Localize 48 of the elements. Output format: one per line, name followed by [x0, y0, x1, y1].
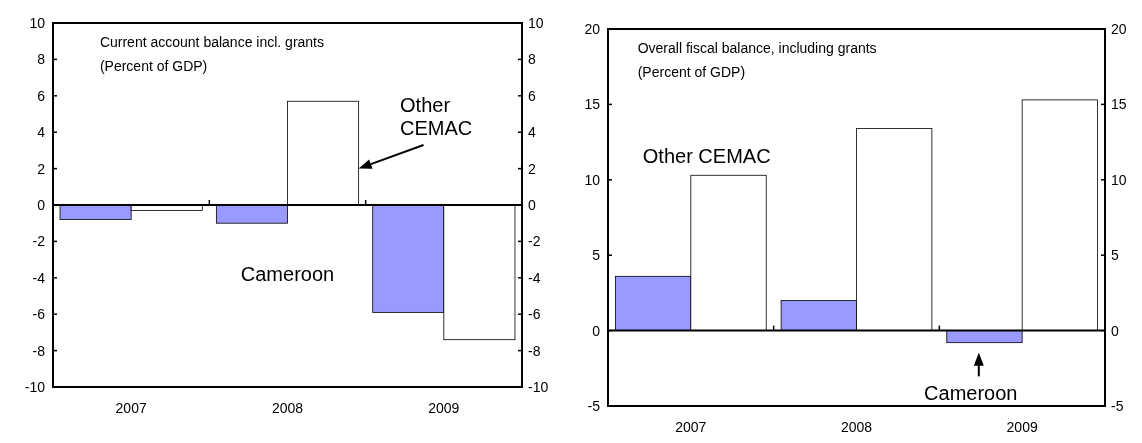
y-tick-label: 5	[592, 247, 601, 264]
y-tick-label: 10	[584, 171, 601, 188]
y2-tick-label: 6	[528, 87, 536, 104]
y-tick-label: 4	[37, 124, 46, 141]
y2-tick-label: -2	[528, 233, 541, 250]
y2-tick-label: 0	[528, 197, 536, 213]
y-tick-label: -4	[32, 269, 46, 286]
y2-tick-label: 10	[1111, 171, 1127, 188]
y-tick-label: 2	[37, 160, 46, 177]
y2-tick-label: -4	[528, 269, 541, 286]
x-tick-label: 2009	[428, 400, 460, 416]
y-tick-label: 0	[592, 322, 601, 339]
y-tick-label: -10	[24, 379, 46, 395]
y2-tick-label: 4	[528, 124, 536, 141]
y-tick-label: -2	[32, 233, 46, 250]
text: Other CEMAC	[400, 94, 473, 140]
text: (Percent of GDP)	[637, 64, 746, 80]
y2-tick-label: 10	[528, 15, 544, 31]
y-tick-label: 15	[584, 96, 601, 113]
y2-tick-label: -10	[528, 379, 549, 395]
text: (Percent of GDP)	[99, 58, 208, 74]
series-label: Other CEMAC	[642, 144, 771, 167]
y2-tick-label: -5	[1111, 398, 1124, 414]
x-tick-label: 2007	[675, 419, 707, 435]
y-tick-label: 8	[37, 51, 46, 68]
x-tick-label: 2008	[271, 400, 304, 416]
y2-tick-label: 20	[1111, 21, 1127, 37]
y2-tick-label: 15	[1111, 96, 1127, 113]
x-tick-label: 2008	[840, 419, 873, 435]
y-tick-label: 10	[29, 15, 46, 31]
y-tick-label: 0	[37, 197, 46, 213]
x-tick-label: 2007	[115, 400, 147, 416]
y2-tick-label: 0	[1111, 322, 1119, 339]
y2-tick-label: 8	[528, 51, 536, 68]
y-tick-label: -8	[32, 342, 46, 359]
y2-tick-label: 2	[528, 160, 536, 177]
x-tick-label: 2009	[1006, 419, 1038, 435]
y-tick-label: -5	[587, 398, 601, 414]
y2-tick-label: -8	[528, 342, 541, 359]
legend-label: Cameroon	[924, 382, 1018, 405]
y2-tick-label: -6	[528, 306, 541, 323]
y-tick-label: 6	[37, 87, 46, 104]
text: Overall fiscal balance, including grants	[637, 40, 877, 56]
y-tick-label: -6	[32, 306, 46, 323]
text: Current account balance incl. grants	[99, 34, 325, 50]
series-label: Cameroon	[240, 263, 335, 286]
y-tick-label: 20	[584, 21, 601, 37]
y2-tick-label: 5	[1111, 247, 1119, 264]
